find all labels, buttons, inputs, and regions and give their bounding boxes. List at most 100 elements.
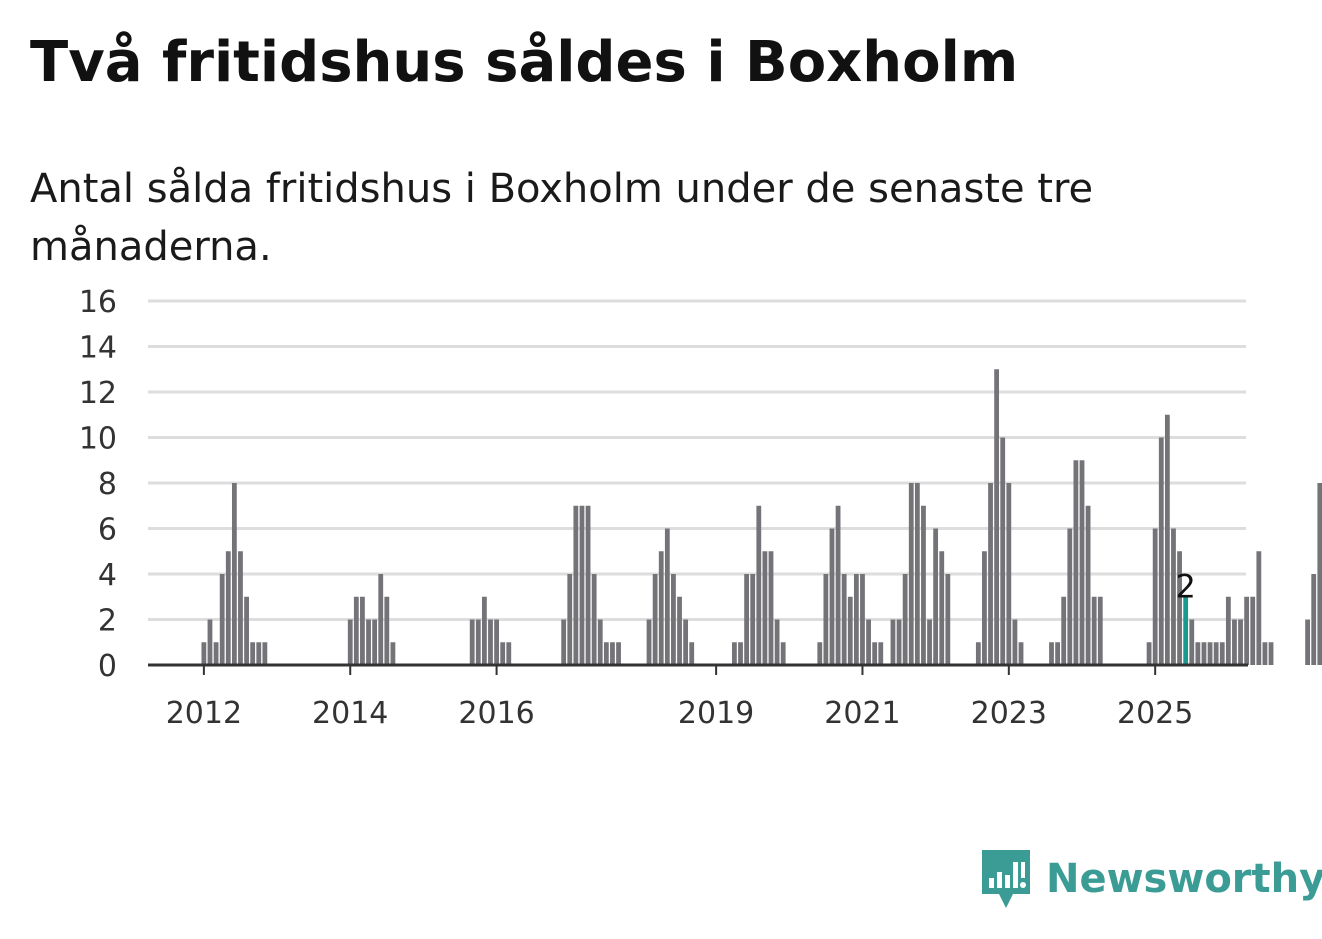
- bar: [1244, 596, 1250, 665]
- bar: [225, 551, 231, 665]
- y-tick-label: 12: [79, 376, 117, 411]
- bar: [1250, 596, 1256, 665]
- bar: [372, 619, 378, 665]
- bar: [1097, 596, 1103, 665]
- bar: [689, 642, 695, 665]
- bar: [1262, 642, 1268, 665]
- bar: [353, 596, 359, 665]
- bar: [384, 596, 390, 665]
- x-tick-label: 2025: [1117, 696, 1193, 731]
- bar: [1061, 596, 1067, 665]
- bar: [1006, 483, 1012, 665]
- y-tick-label: 10: [79, 422, 117, 457]
- bar: [902, 574, 908, 665]
- chart-subtitle: Antal sålda fritidshus i Boxholm under d…: [30, 166, 1094, 270]
- bar: [1000, 437, 1006, 665]
- bar: [658, 551, 664, 665]
- bar: [1232, 619, 1237, 665]
- bar: [744, 574, 750, 665]
- bar: [500, 642, 506, 665]
- bar: [1171, 528, 1176, 665]
- x-axis-ticks: 2012 2014 2016 2019 2021 2023 2025: [166, 665, 1193, 731]
- bar: [488, 619, 493, 665]
- bar: [366, 619, 371, 665]
- bar: [506, 642, 512, 665]
- bar: [1256, 551, 1262, 665]
- bar: [829, 528, 835, 665]
- bar: [1189, 619, 1195, 665]
- bar: [860, 574, 865, 665]
- bar: [591, 574, 597, 665]
- y-tick-label: 16: [79, 285, 117, 320]
- bar: [908, 483, 914, 665]
- bar: [1055, 642, 1060, 665]
- bar: [817, 642, 823, 665]
- bar: [494, 619, 499, 665]
- bar: [732, 642, 737, 665]
- bar: [469, 619, 475, 665]
- bar: [774, 619, 780, 665]
- bar: [1305, 619, 1311, 665]
- bar: [1311, 574, 1317, 665]
- bar: [841, 574, 847, 665]
- bar: [262, 642, 268, 665]
- bar: [1079, 460, 1085, 665]
- bar: [207, 619, 213, 665]
- bar: [481, 596, 487, 665]
- bar: [652, 574, 658, 665]
- bar: [1146, 642, 1152, 665]
- bar: [914, 483, 920, 665]
- bar: [945, 574, 951, 665]
- bar: [853, 574, 859, 665]
- bar: [1207, 642, 1213, 665]
- bar: [677, 596, 682, 665]
- bar: [579, 505, 585, 665]
- x-tick-label: 2019: [678, 696, 754, 731]
- bar: [1164, 414, 1170, 665]
- bar: [1225, 596, 1231, 665]
- bar: [597, 619, 603, 665]
- bar: [847, 596, 853, 665]
- bar: [982, 551, 987, 665]
- x-tick-label: 2012: [166, 696, 242, 731]
- highlight-value-label: 2: [1175, 568, 1195, 606]
- bar: [219, 574, 225, 665]
- bar: [939, 551, 945, 665]
- bar: [664, 528, 670, 665]
- bar: [390, 642, 396, 665]
- y-tick-label: 2: [98, 604, 117, 639]
- bar-highlight: [1183, 596, 1189, 665]
- bar: [347, 619, 353, 665]
- bar: [823, 574, 829, 665]
- bar: [360, 596, 365, 665]
- bar: [1219, 642, 1225, 665]
- bar: [1091, 596, 1097, 665]
- bar: [1158, 437, 1164, 665]
- bar: [567, 574, 573, 665]
- bar: [921, 505, 926, 665]
- chart-title: Två fritidshus såldes i Boxholm: [30, 30, 1019, 95]
- bar: [603, 642, 609, 665]
- newsworthy-chart-bubble-icon: [982, 850, 1030, 908]
- bar: [231, 483, 237, 665]
- y-tick-label: 4: [98, 558, 117, 593]
- bar: [585, 505, 591, 665]
- y-tick-label: 6: [98, 513, 117, 548]
- bar: [988, 483, 993, 665]
- x-tick-label: 2021: [824, 696, 900, 731]
- bar: [1012, 619, 1018, 665]
- bar: [378, 574, 384, 665]
- bar: [878, 642, 884, 665]
- bar: [1177, 551, 1182, 665]
- bar: [890, 619, 896, 665]
- bar: [561, 619, 567, 665]
- bar: [1049, 642, 1054, 665]
- bar: [1073, 460, 1079, 665]
- bar: [994, 369, 1000, 665]
- newsworthy-logo: Newsworthy: [980, 848, 1322, 910]
- bar: [256, 642, 262, 665]
- bar: [750, 574, 756, 665]
- x-tick-label: 2016: [458, 696, 534, 731]
- bar: [872, 642, 878, 665]
